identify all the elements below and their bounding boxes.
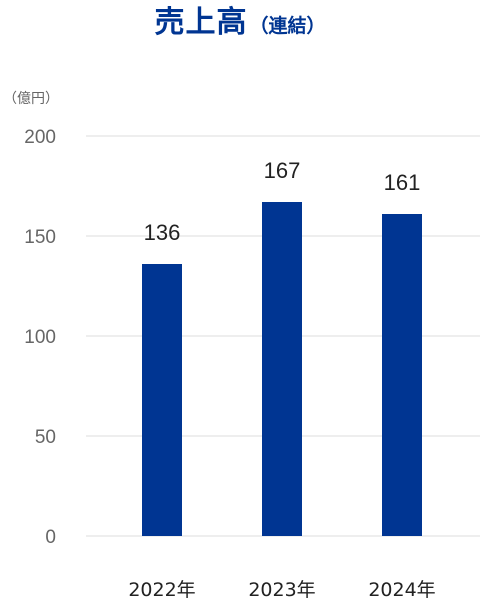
bar — [142, 264, 182, 536]
y-axis-unit-label: （億円） — [3, 91, 59, 107]
x-category-label: 2022年 — [128, 579, 195, 601]
bars — [142, 202, 422, 536]
y-tick-label: 50 — [35, 427, 56, 448]
chart-title-sub: （連結） — [249, 15, 326, 37]
chart-title-main: 売上高 — [154, 5, 248, 40]
data-label: 161 — [384, 170, 421, 195]
data-label: 167 — [264, 158, 301, 183]
y-axis-ticks: 0 50 100 150 200 — [24, 127, 56, 548]
x-axis-categories: 2022年 2023年 2024年 — [128, 579, 435, 601]
data-labels: 136 167 161 — [144, 158, 421, 245]
y-tick-label: 100 — [24, 327, 56, 348]
y-tick-label: 150 — [24, 227, 56, 248]
x-category-label: 2024年 — [368, 579, 435, 601]
y-tick-label: 0 — [45, 527, 56, 548]
bar — [382, 214, 422, 536]
chart-title: 売上高 （連結） — [0, 0, 480, 50]
y-tick-label: 200 — [24, 127, 56, 148]
bar — [262, 202, 302, 536]
x-category-label: 2023年 — [248, 579, 315, 601]
data-label: 136 — [144, 220, 181, 245]
